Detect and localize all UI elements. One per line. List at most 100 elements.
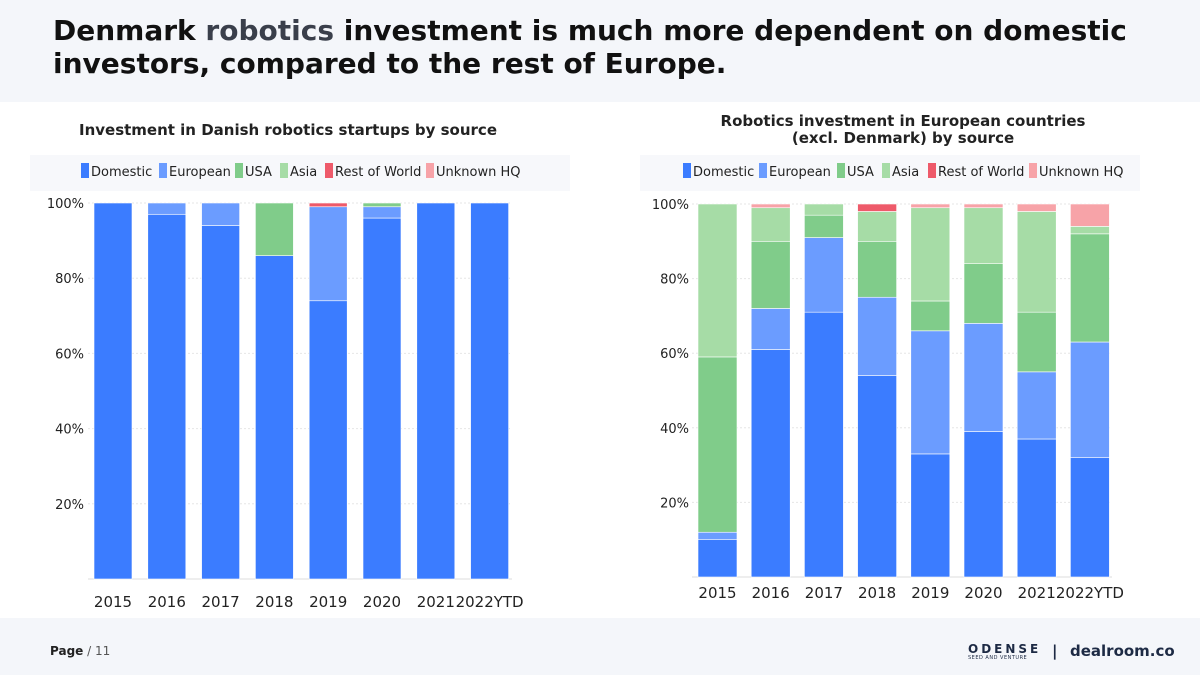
right-bar-unknown-hq-2019 (910, 203, 951, 209)
right-legend-label-usa: USA (847, 165, 874, 180)
right-y-tick-label-40: 40% (660, 422, 689, 437)
left-chart-title-line-1: Investment in Danish robotics startups b… (79, 121, 497, 139)
right-legend-swatch-european (759, 163, 767, 178)
right-y-tick-label-80: 80% (660, 273, 689, 288)
right-bar-european-2018 (857, 296, 897, 376)
page-headline: Denmark robotics investment is much more… (53, 14, 1153, 80)
right-bar-asia-2016 (750, 207, 791, 242)
left-bar-european-2020 (362, 206, 402, 219)
left-bar-usa-2018 (255, 202, 294, 256)
left-legend-background (30, 155, 570, 191)
right-bar-domestic-2021 (1016, 438, 1057, 578)
right-bar-asia-2021 (1016, 211, 1057, 313)
right-bar-unknown-hq-2021 (1016, 203, 1057, 212)
right-bar-domestic-2016 (750, 349, 791, 578)
right-bar-european-2021 (1016, 371, 1057, 440)
right-bar-european-2017 (804, 237, 844, 313)
left-legend-label-asia: Asia (290, 165, 317, 180)
left-bar-rest-of-world-2019 (308, 202, 348, 208)
right-bar-usa-2018 (857, 241, 897, 298)
right-bar-european-2019 (910, 330, 951, 455)
left-y-tick-label-60: 60% (55, 347, 84, 362)
left-bar-domestic-2022ytd (470, 202, 509, 580)
right-x-tick-label-2019: 2019 (911, 584, 949, 602)
left-x-tick-label-2021: 2021 (417, 593, 455, 611)
right-bar-european-2020 (963, 323, 1004, 432)
right-bar-usa-2022ytd (1070, 233, 1110, 343)
left-bar-domestic-2020 (362, 217, 402, 580)
right-x-tick-label-2015: 2015 (698, 584, 736, 602)
left-bar-european-2019 (308, 206, 348, 302)
left-legend-swatch-rest-of-world (325, 163, 333, 178)
headline-part-2: investment is much more dependent on dom… (53, 14, 1127, 80)
right-legend-label-european: European (769, 165, 831, 180)
right-bar-unknown-hq-2016 (750, 203, 791, 209)
header-band (0, 0, 1200, 102)
left-legend-swatch-usa (235, 163, 243, 178)
left-x-tick-label-2022ytd: 2022YTD (456, 593, 524, 611)
right-bar-asia-2015 (697, 203, 738, 358)
right-bar-asia-2018 (857, 211, 897, 242)
right-x-tick-label-2016: 2016 (752, 584, 790, 602)
left-y-tick-label-20: 20% (55, 498, 84, 513)
left-legend-swatch-domestic (81, 163, 89, 178)
right-y-tick-label-100: 100% (652, 198, 689, 213)
right-bar-domestic-2015 (697, 539, 738, 578)
left-bar-european-2017 (201, 202, 240, 226)
left-x-tick-label-2016: 2016 (148, 593, 186, 611)
right-bar-usa-2017 (804, 214, 844, 238)
left-x-tick-label-2018: 2018 (255, 593, 293, 611)
right-bar-domestic-2022ytd (1070, 457, 1110, 578)
right-legend-swatch-rest-of-world (928, 163, 936, 178)
left-x-tick-label-2019: 2019 (309, 593, 347, 611)
odense-logo-text: ODENSE (968, 642, 1042, 656)
headline-accent: robotics (205, 14, 334, 47)
left-bar-domestic-2015 (93, 202, 133, 580)
left-bar-domestic-2018 (255, 255, 294, 580)
right-legend-swatch-asia (882, 163, 890, 178)
left-legend-label-usa: USA (245, 165, 272, 180)
right-bar-usa-2015 (697, 356, 738, 533)
right-legend-label-domestic: Domestic (693, 165, 754, 180)
right-bar-usa-2016 (750, 241, 791, 309)
right-x-tick-label-2021: 2021 (1018, 584, 1056, 602)
right-bar-asia-2019 (910, 207, 951, 302)
left-legend-label-rest-of-world: Rest of World (335, 165, 421, 180)
left-bar-domestic-2017 (201, 225, 240, 580)
right-x-tick-label-2022ytd: 2022YTD (1056, 584, 1124, 602)
right-y-tick-label-20: 20% (660, 496, 689, 511)
right-bar-usa-2021 (1016, 311, 1057, 373)
left-bar-domestic-2021 (416, 202, 456, 580)
right-bar-usa-2019 (910, 300, 951, 332)
right-bar-asia-2022ytd (1070, 226, 1110, 235)
headline-part-1: Denmark (53, 14, 206, 47)
left-y-tick-label-100: 100% (47, 197, 84, 212)
right-bar-domestic-2017 (804, 311, 844, 578)
left-bar-usa-2020 (362, 202, 402, 208)
page-number: 11 (94, 644, 111, 658)
right-x-tick-label-2017: 2017 (805, 584, 843, 602)
left-x-tick-label-2015: 2015 (94, 593, 132, 611)
right-bar-domestic-2020 (963, 431, 1004, 578)
right-bar-domestic-2018 (857, 375, 897, 578)
left-x-tick-label-2017: 2017 (202, 593, 240, 611)
left-x-tick-label-2020: 2020 (363, 593, 401, 611)
right-x-tick-label-2018: 2018 (858, 584, 896, 602)
left-legend-label-domestic: Domestic (91, 165, 152, 180)
right-bar-european-2016 (750, 308, 791, 350)
right-y-tick-label-60: 60% (660, 347, 689, 362)
logo-separator: | (1052, 642, 1058, 660)
right-legend-label-unknown-hq: Unknown HQ (1039, 165, 1124, 180)
right-bar-asia-2020 (963, 207, 1004, 264)
left-legend-label-european: European (169, 165, 231, 180)
left-y-tick-label-40: 40% (55, 423, 84, 438)
right-chart-title-line-1: Robotics investment in European countrie… (721, 112, 1086, 130)
right-bar-domestic-2019 (910, 453, 951, 578)
left-legend-label-unknown-hq: Unknown HQ (436, 165, 521, 180)
right-x-tick-label-2020: 2020 (964, 584, 1002, 602)
right-bar-usa-2020 (963, 263, 1004, 324)
page-label: Page (50, 644, 84, 658)
odense-logo-tagline: SEED AND VENTURE (968, 655, 1028, 661)
right-legend-swatch-domestic (683, 163, 691, 178)
